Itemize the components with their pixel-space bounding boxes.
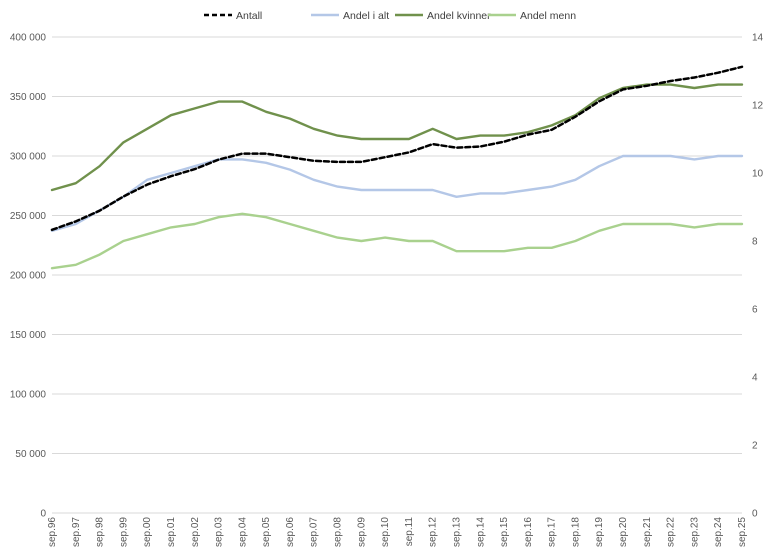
right-tick-label: 2 [752,441,758,452]
left-tick-label: 50 000 [15,449,46,460]
right-tick-label: 6 [752,305,758,316]
series-line-andel-i-alt [50,154,744,233]
left-tick-label: 350 000 [10,92,47,103]
x-tick-label: sep.97 [71,517,82,547]
legend-label: Andel menn [520,10,576,22]
x-tick-label: sep.99 [118,517,129,547]
x-tick-label: sep.22 [666,517,677,547]
right-tick-label: 0 [752,509,758,520]
x-tick-label: sep.09 [356,517,367,547]
left-tick-label: 250 000 [10,211,47,222]
series-line-antall [50,65,744,232]
x-tick-label: sep.10 [380,517,391,547]
left-tick-label: 150 000 [10,330,47,341]
left-tick-label: 300 000 [10,152,47,163]
legend-label: Andel kvinner [427,10,491,22]
gridlines [52,36,742,514]
x-axis-tick-labels: sep.96 sep.97 sep.98 sep.99 sep.00 sep.01 sep.… [47,517,748,547]
legend-label: Antall [236,10,262,22]
x-tick-label: sep.14 [475,517,486,547]
right-tick-label: 12 [752,101,764,112]
x-tick-label: sep.11 [404,517,415,547]
legend-label: Andel i alt [343,10,389,22]
x-tick-label: sep.08 [333,517,344,547]
right-axis-tick-labels: 0 2 4 6 8 10 12 14 [752,33,764,520]
right-tick-label: 8 [752,237,758,248]
right-tick-label: 10 [752,169,764,180]
x-tick-label: sep.04 [237,517,248,547]
x-tick-label: sep.98 [95,517,106,547]
right-tick-label: 14 [752,33,764,44]
x-tick-label: sep.24 [713,517,724,547]
right-tick-label: 4 [752,373,758,384]
x-tick-label: sep.18 [570,517,581,547]
series-line-andel-menn [50,212,744,270]
x-tick-label: sep.13 [451,517,462,547]
x-tick-label: sep.96 [47,517,58,547]
series-lines [50,65,744,270]
x-tick-label: sep.20 [618,517,629,547]
x-tick-label: sep.19 [594,517,605,547]
x-tick-label: sep.06 [285,517,296,547]
x-tick-label: sep.17 [547,517,558,547]
left-tick-label: 0 [40,509,46,520]
x-tick-label: sep.07 [309,517,320,547]
left-tick-label: 100 000 [10,390,47,401]
x-tick-label: sep.23 [689,517,700,547]
x-tick-label: sep.03 [214,517,225,547]
left-axis-tick-labels: 0 50 000 100 000 150 000 200 000 250 000 300 0… [10,33,47,520]
x-tick-label: sep.21 [642,517,653,547]
x-tick-label: sep.02 [190,517,201,547]
x-tick-label: sep.16 [523,517,534,547]
left-tick-label: 200 000 [10,271,47,282]
x-tick-label: sep.25 [737,517,748,547]
left-tick-label: 400 000 [10,33,47,44]
x-tick-label: sep.01 [166,517,177,547]
series-line-andel-kvinner [50,83,744,192]
x-tick-label: sep.00 [142,517,153,547]
x-tick-label: sep.15 [499,517,510,547]
x-tick-label: sep.12 [428,517,439,547]
legend: Antall Andel i alt Andel kvinner Andel menn [204,10,576,22]
x-tick-label: sep.05 [261,517,272,547]
